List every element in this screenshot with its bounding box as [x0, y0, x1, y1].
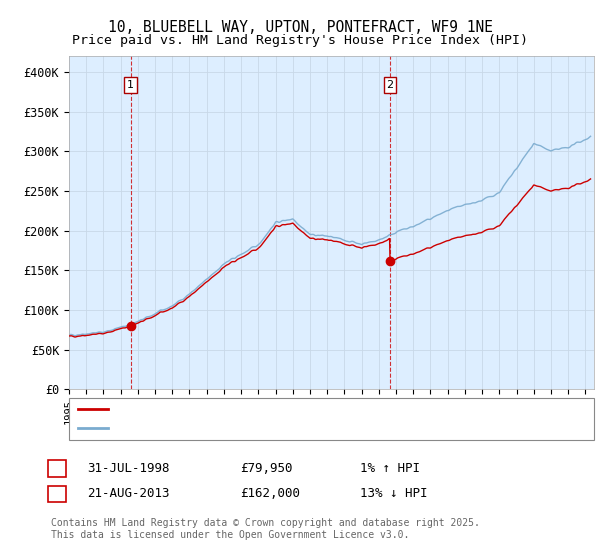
- Text: 31-JUL-1998: 31-JUL-1998: [87, 462, 170, 475]
- Text: Contains HM Land Registry data © Crown copyright and database right 2025.
This d: Contains HM Land Registry data © Crown c…: [51, 518, 480, 540]
- Text: 10, BLUEBELL WAY, UPTON, PONTEFRACT, WF9 1NE (detached house): 10, BLUEBELL WAY, UPTON, PONTEFRACT, WF9…: [114, 404, 526, 414]
- Text: 10, BLUEBELL WAY, UPTON, PONTEFRACT, WF9 1NE: 10, BLUEBELL WAY, UPTON, PONTEFRACT, WF9…: [107, 20, 493, 35]
- Text: 1% ↑ HPI: 1% ↑ HPI: [360, 462, 420, 475]
- Text: £79,950: £79,950: [240, 462, 293, 475]
- Text: 2: 2: [53, 487, 61, 501]
- Text: 1: 1: [53, 462, 61, 475]
- Text: HPI: Average price, detached house, Wakefield: HPI: Average price, detached house, Wake…: [114, 423, 418, 433]
- Text: Price paid vs. HM Land Registry's House Price Index (HPI): Price paid vs. HM Land Registry's House …: [72, 34, 528, 46]
- Text: 13% ↓ HPI: 13% ↓ HPI: [360, 487, 427, 501]
- Text: 21-AUG-2013: 21-AUG-2013: [87, 487, 170, 501]
- Text: 1: 1: [127, 80, 134, 90]
- Text: 2: 2: [386, 80, 394, 90]
- Text: £162,000: £162,000: [240, 487, 300, 501]
